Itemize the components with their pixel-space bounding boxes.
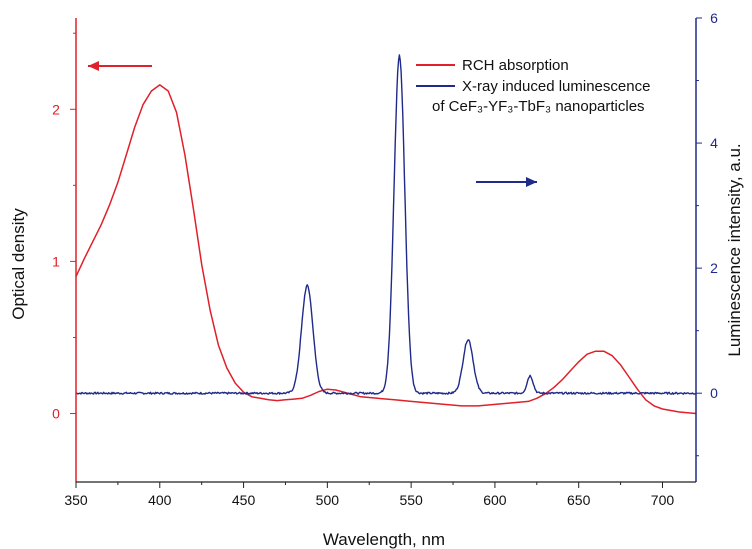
x-tick-label: 450 [232, 492, 256, 508]
left-tick-label: 2 [52, 101, 60, 117]
legend: RCH absorption X-ray induced luminescence… [416, 57, 650, 115]
axes: 350 400 450 500 550 600 650 700 0 1 2 0 2 4 6 [52, 10, 718, 508]
x-tick-label: 400 [148, 492, 172, 508]
series-luminescence [75, 54, 697, 395]
legend-label-luminescence-line1: X-ray induced luminescence [462, 78, 650, 95]
x-tick-label: 600 [483, 492, 507, 508]
left-axis-arrow-head [88, 61, 99, 71]
x-tick-label: 550 [399, 492, 423, 508]
x-tick-label: 700 [651, 492, 675, 508]
right-tick-label: 2 [710, 260, 718, 276]
legend-label-luminescence-line2: of CeF₃-YF₃-TbF₃ nanoparticles [432, 98, 645, 115]
left-axis-title: Optical density [9, 208, 28, 320]
right-axis-arrow-head [526, 177, 537, 187]
right-tick-label: 0 [710, 385, 718, 401]
left-tick-label: 0 [52, 406, 60, 422]
x-tick-label: 650 [567, 492, 591, 508]
right-tick-label: 4 [710, 135, 718, 151]
left-axis-arrow [88, 61, 152, 71]
right-axis-title: Luminescence intensity, a.u. [725, 143, 744, 356]
x-tick-label: 500 [316, 492, 340, 508]
x-axis-title: Wavelength, nm [323, 530, 445, 549]
series-rch-absorption [75, 84, 697, 415]
x-tick-label: 350 [64, 492, 88, 508]
legend-label-rch: RCH absorption [462, 57, 569, 74]
right-axis-arrow [476, 177, 537, 187]
plot-area [75, 54, 697, 415]
right-tick-label: 6 [710, 10, 718, 26]
left-tick-label: 1 [52, 253, 60, 269]
